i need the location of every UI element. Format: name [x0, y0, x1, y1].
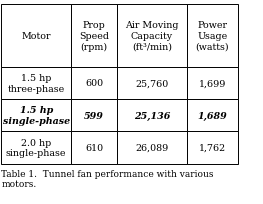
Text: 25,760: 25,760 [135, 79, 169, 88]
Text: 1,689: 1,689 [198, 111, 227, 120]
Text: 26,089: 26,089 [135, 143, 169, 152]
Text: Motor: Motor [21, 32, 51, 41]
Bar [117, 67, 187, 100]
Bar [187, 67, 238, 100]
Text: 600: 600 [85, 79, 103, 88]
Bar [1, 67, 71, 100]
Bar [187, 100, 238, 132]
Bar [71, 132, 117, 164]
Text: 25,136: 25,136 [134, 111, 170, 120]
Text: Prop
Speed
(rpm): Prop Speed (rpm) [79, 21, 109, 51]
Bar [117, 100, 187, 132]
Bar [71, 100, 117, 132]
Text: 1,762: 1,762 [199, 143, 226, 152]
Text: 1.5 hp
single-phase: 1.5 hp single-phase [3, 106, 70, 125]
Bar [1, 5, 71, 67]
Text: 1.5 hp
three-phase: 1.5 hp three-phase [8, 74, 65, 93]
Bar [187, 5, 238, 67]
Text: Air Moving
Capacity
(ft³/min): Air Moving Capacity (ft³/min) [125, 21, 179, 51]
Bar [71, 5, 117, 67]
Bar [187, 132, 238, 164]
Bar [117, 5, 187, 67]
Text: 1,699: 1,699 [199, 79, 226, 88]
Text: Power
Usage
(watts): Power Usage (watts) [196, 21, 229, 51]
Bar [117, 132, 187, 164]
Text: 599: 599 [84, 111, 104, 120]
Bar [71, 67, 117, 100]
Bar [1, 132, 71, 164]
Bar [1, 100, 71, 132]
Text: 2.0 hp
single-phase: 2.0 hp single-phase [6, 138, 67, 158]
Text: Table 1.  Tunnel fan performance with various
motors.: Table 1. Tunnel fan performance with var… [1, 169, 214, 188]
Text: 610: 610 [85, 143, 103, 152]
